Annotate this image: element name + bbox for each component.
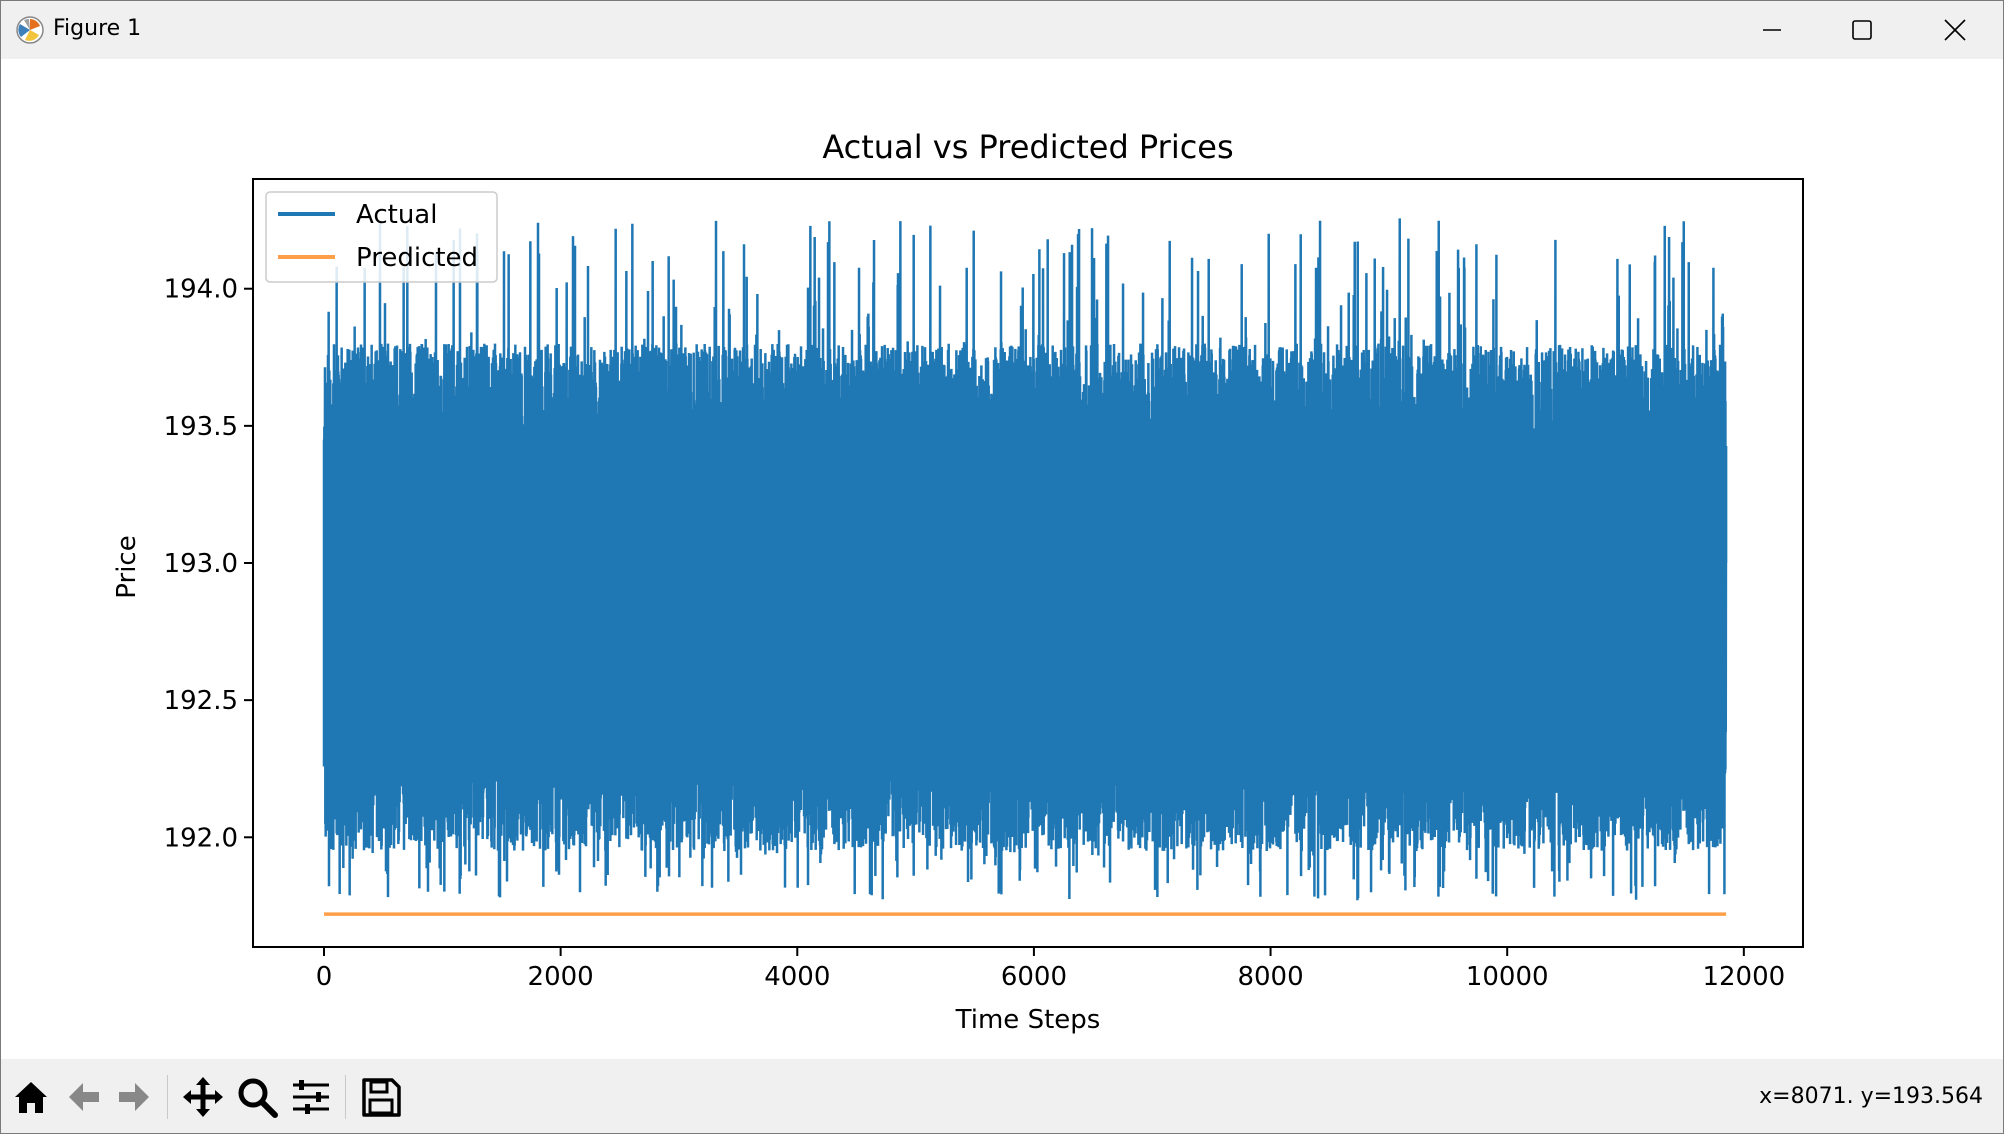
y-tick-label: 192.5 — [164, 686, 238, 716]
forward-arrow-icon — [119, 1083, 149, 1111]
close-icon — [1944, 19, 1966, 41]
y-axis-label: Price — [112, 535, 142, 598]
x-tick-label: 8000 — [1237, 962, 1303, 992]
cursor-coordinates: x=8071. y=193.564 — [1759, 1084, 1983, 1109]
matplotlib-logo-icon — [15, 15, 45, 45]
y-tick-label: 194.0 — [164, 275, 238, 305]
minimize-icon — [1763, 29, 1781, 31]
home-button[interactable] — [7, 1073, 55, 1121]
zoom-button[interactable] — [233, 1073, 281, 1121]
x-axis-label: Time Steps — [955, 1005, 1101, 1035]
configure-subplots-icon — [293, 1080, 329, 1114]
save-button[interactable] — [357, 1073, 405, 1121]
actual-series-line — [322, 218, 1728, 901]
x-tick-label: 2000 — [528, 962, 594, 992]
configure-subplots-button[interactable] — [287, 1073, 335, 1121]
maximize-icon — [1852, 20, 1872, 40]
pan-button[interactable] — [179, 1073, 227, 1121]
x-tick-label: 12000 — [1702, 962, 1785, 992]
maximize-button[interactable] — [1816, 1, 1908, 59]
pan-icon — [183, 1077, 223, 1117]
toolbar-separator — [167, 1075, 168, 1119]
y-tick-label: 192.0 — [164, 823, 238, 853]
zoom-magnifier-icon — [238, 1078, 278, 1118]
window-title: Figure 1 — [53, 16, 142, 41]
y-tick-label: 193.0 — [164, 549, 238, 579]
minimize-button[interactable] — [1726, 1, 1818, 59]
x-tick-label: 6000 — [1001, 962, 1067, 992]
y-tick-label: 193.5 — [164, 412, 238, 442]
x-tick-label: 10000 — [1466, 962, 1549, 992]
x-tick-label: 0 — [316, 962, 333, 992]
title-bar[interactable]: Figure 1 — [1, 1, 2003, 59]
legend-predicted-label: Predicted — [356, 243, 478, 273]
forward-button[interactable] — [111, 1073, 159, 1121]
navigation-toolbar: x=8071. y=193.564 — [1, 1059, 2003, 1133]
plot-canvas[interactable]: Actual vs Predicted Prices 0 2000 4000 6000… — [1, 59, 2003, 1057]
back-arrow-icon — [69, 1083, 99, 1111]
back-button[interactable] — [59, 1073, 107, 1121]
legend: Actual Predicted — [265, 191, 498, 283]
legend-actual-label: Actual — [356, 200, 437, 230]
save-disk-icon — [362, 1078, 401, 1117]
chart-title: Actual vs Predicted Prices — [822, 128, 1233, 166]
x-tick-label: 4000 — [764, 962, 830, 992]
toolbar-separator — [345, 1075, 346, 1119]
close-button[interactable] — [1909, 1, 2001, 59]
line-chart: Actual vs Predicted Prices 0 2000 4000 6000… — [112, 128, 1804, 1035]
home-icon — [15, 1082, 47, 1113]
